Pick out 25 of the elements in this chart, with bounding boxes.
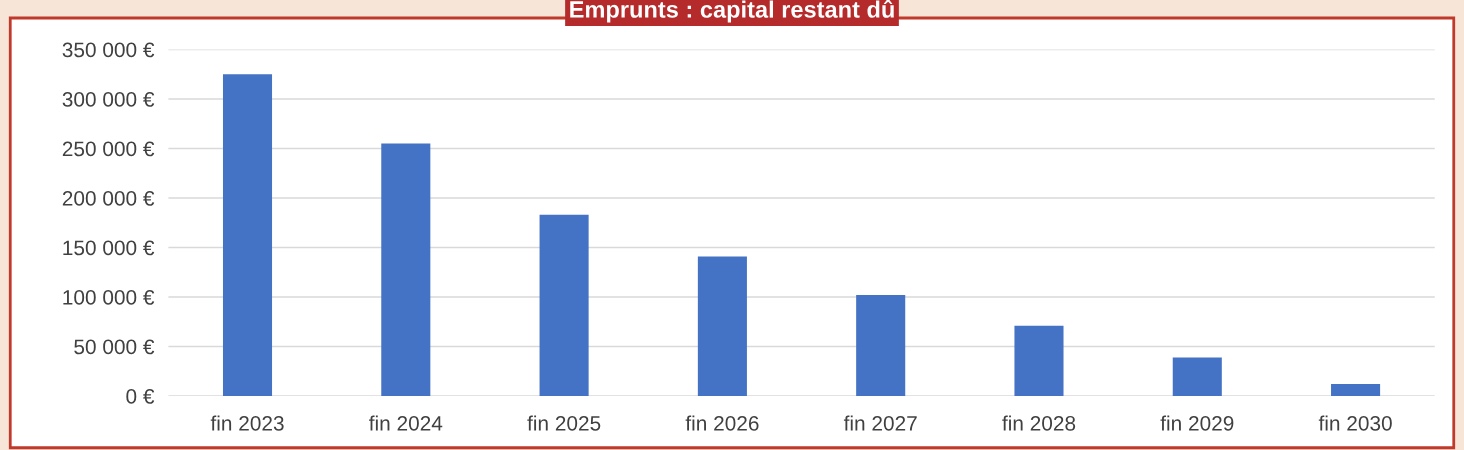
bar: [1014, 325, 1064, 396]
y-tick-label: 300 000 €: [62, 92, 155, 107]
bar: [381, 143, 431, 396]
y-tick-label: 350 000 €: [62, 42, 155, 58]
x-tick-label: fin 2023: [210, 415, 284, 431]
x-tick-label: fin 2029: [1160, 415, 1234, 431]
bar: [1331, 384, 1381, 396]
y-tick-label: 0 €: [126, 389, 155, 404]
bar: [539, 214, 589, 396]
y-tick-label: 200 000 €: [62, 191, 155, 206]
chart-title: Emprunts : capital restant dû: [570, 0, 894, 23]
bar: [1172, 357, 1222, 396]
x-tick-label: fin 2024: [369, 415, 443, 431]
x-tick-label: fin 2027: [843, 415, 917, 431]
x-tick-label: fin 2025: [527, 415, 601, 431]
y-tick-label: 50 000 €: [74, 339, 155, 355]
bar: [222, 74, 273, 396]
y-tick-label: 250 000 €: [62, 141, 155, 157]
x-tick-label: fin 2026: [685, 415, 759, 431]
y-tick-label: 150 000 €: [63, 240, 155, 256]
x-tick-label: fin 2030: [1318, 415, 1392, 431]
y-tick-label: 100 000 €: [63, 290, 155, 305]
x-tick-label: fin 2028: [1002, 415, 1076, 431]
bar: [697, 256, 747, 396]
bar: [856, 295, 906, 396]
